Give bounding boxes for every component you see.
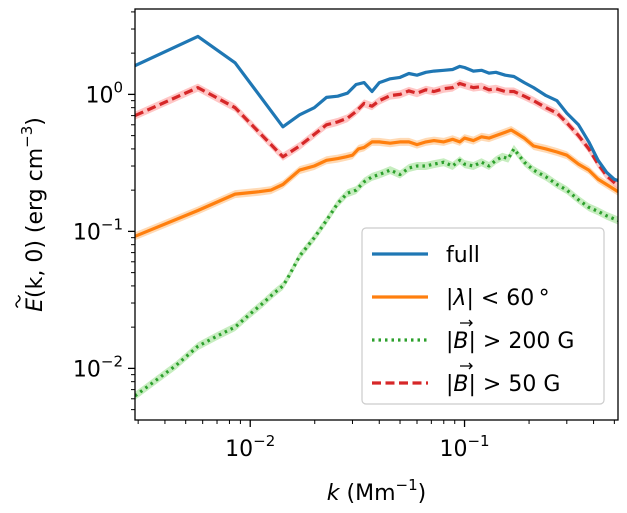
- vector-arrow: [460, 362, 473, 370]
- y-tick-label: 100: [85, 78, 123, 108]
- vector-arrow: [460, 319, 473, 327]
- legend-box: [361, 227, 605, 405]
- series-line-b-50-g: [135, 81, 618, 187]
- series-line-60: [135, 128, 618, 238]
- y-tick-label: 10−1: [73, 215, 123, 245]
- axes-frame: [134, 8, 619, 421]
- legend-label-b-200-g: |B| > 200 G: [446, 329, 574, 354]
- x-axis-label: k (Mm−1): [327, 476, 426, 506]
- axes: 10−2 10−1 10−2 10−1 100 k (Mm−1) E(k, 0) (erg …: [15, 8, 619, 506]
- y-axis-label: E(k, 0) (erg cm−3): [18, 117, 48, 312]
- legend-label-full: full: [446, 243, 480, 268]
- band-b-50-g: [135, 79, 618, 190]
- y-tick-label: 10−2: [73, 352, 123, 382]
- plot-area: [135, 34, 618, 400]
- x-tick-label: 10−1: [439, 432, 489, 462]
- x-tick-label: 10−2: [225, 432, 275, 462]
- y-label-tilde: [15, 294, 21, 309]
- series-line-full: [135, 34, 618, 183]
- legend-label-b-50-g: |B| > 50 G: [446, 372, 560, 397]
- legend: full |λ| < 60 ° |B| > 200 G |B| > 50 G: [361, 227, 605, 405]
- legend-label-60: |λ| < 60 °: [446, 286, 550, 311]
